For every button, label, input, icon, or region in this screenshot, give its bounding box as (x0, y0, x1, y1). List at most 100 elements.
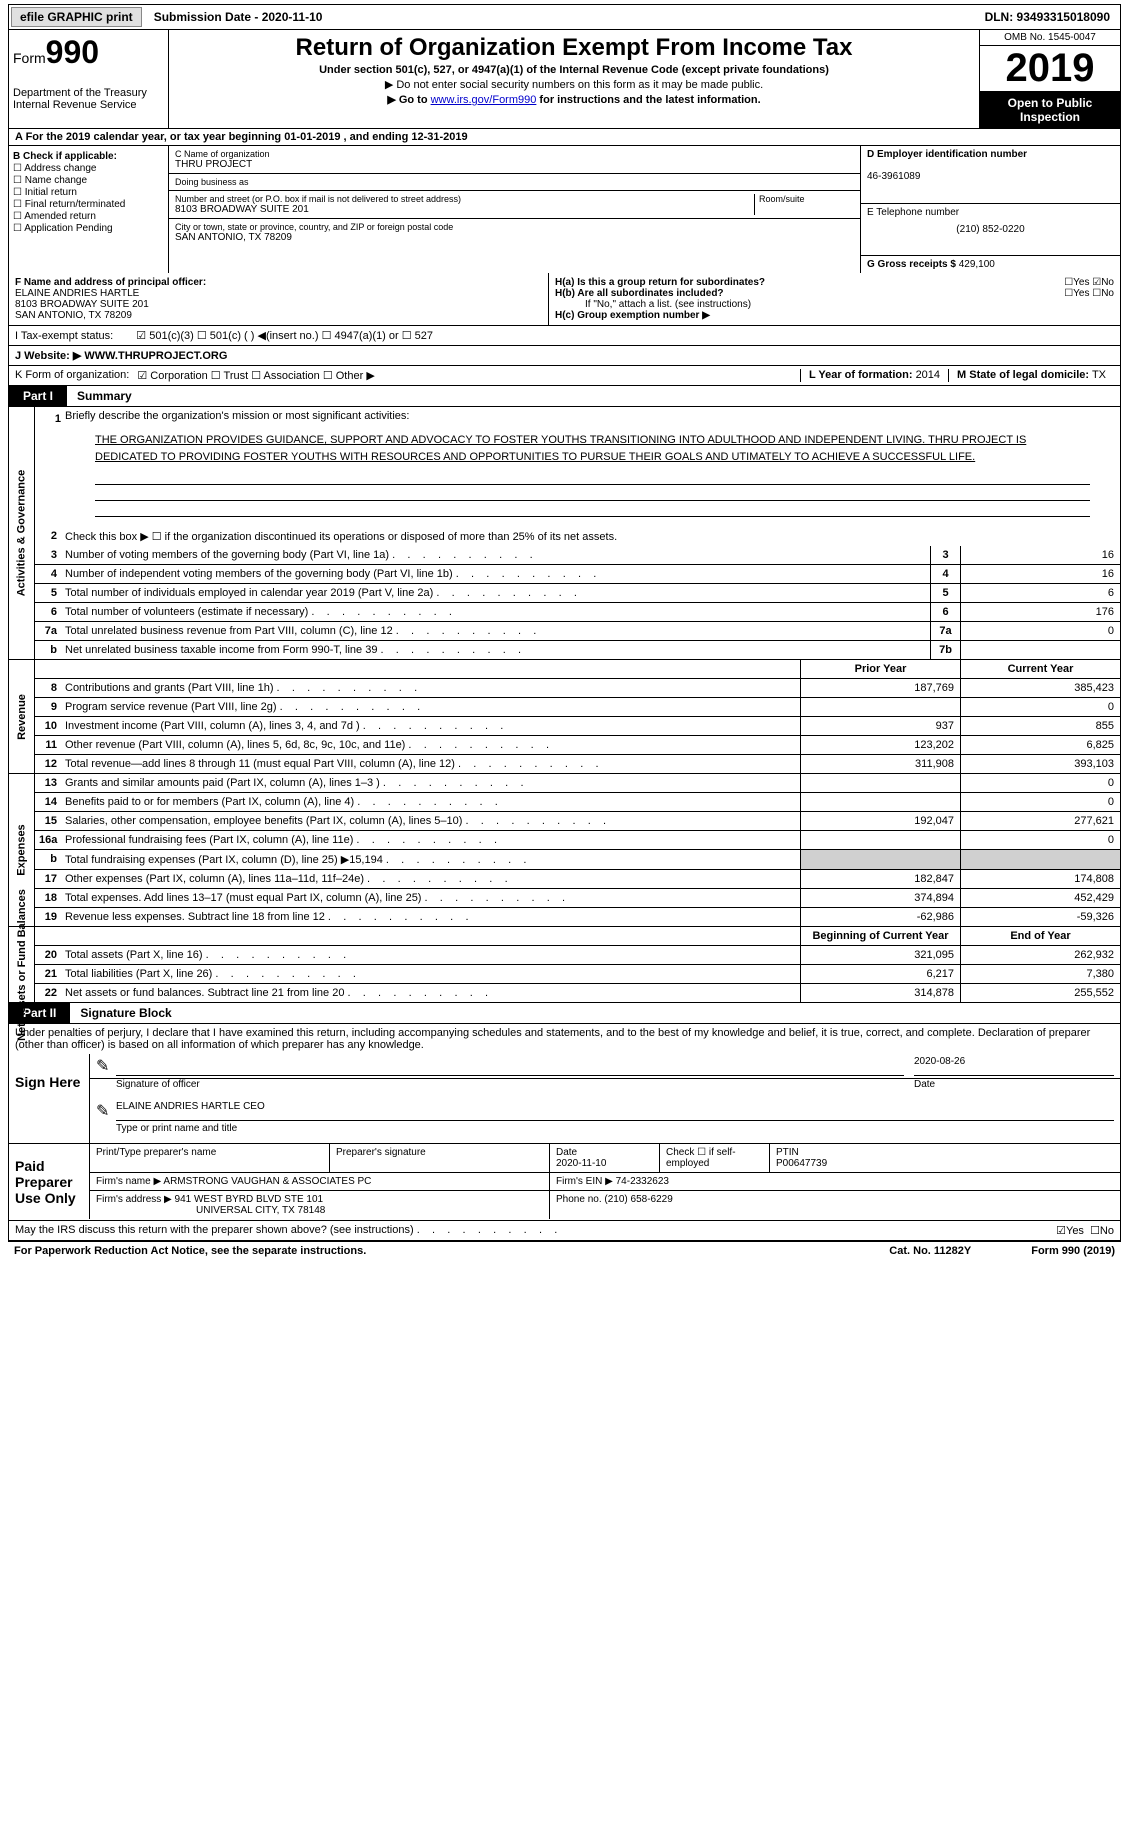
instr-1: ▶ Do not enter social security numbers o… (179, 78, 969, 91)
summary-line: 21Total liabilities (Part X, line 26)6,2… (35, 965, 1120, 984)
sig-date-label: Date (914, 1079, 1114, 1097)
prep-date: 2020-11-10 (556, 1158, 606, 1169)
line-a: A For the 2019 calendar year, or tax yea… (8, 129, 1121, 146)
irs-no: ☐No (1090, 1224, 1114, 1237)
preparer-name-label: Print/Type preparer's name (89, 1144, 329, 1173)
open-inspection: Open to Public Inspection (980, 92, 1120, 128)
prior-year-header: Prior Year (800, 660, 960, 678)
summary-line: 14Benefits paid to or for members (Part … (35, 793, 1120, 812)
ein-label: D Employer identification number (867, 149, 1027, 160)
sign-date: 2020-08-26 (914, 1056, 1114, 1076)
summary-line: 18Total expenses. Add lines 13–17 (must … (35, 889, 1120, 908)
main-title: Return of Organization Exempt From Incom… (179, 34, 969, 62)
summary-line: 9Program service revenue (Part VIII, lin… (35, 698, 1120, 717)
summary-line: bNet unrelated business taxable income f… (35, 641, 1120, 659)
tax-year: 2019 (980, 46, 1120, 92)
footer: For Paperwork Reduction Act Notice, see … (8, 1241, 1121, 1260)
form-org-opts: ☑ Corporation ☐ Trust ☐ Association ☐ Ot… (137, 369, 374, 382)
firm-address: 941 WEST BYRD BLVD STE 101 (175, 1194, 324, 1205)
form-id-box: Form990 Department of the Treasury Inter… (9, 30, 169, 128)
summary-line: 17Other expenses (Part IX, column (A), l… (35, 870, 1120, 889)
website-value: WWW.THRUPROJECT.ORG (84, 350, 227, 362)
ptin-value: P00647739 (776, 1158, 827, 1169)
sign-here-section: Sign Here ✎ 2020-08-26 Signature of offi… (8, 1054, 1121, 1144)
irs-yes: ☑Yes (1056, 1224, 1084, 1237)
name-title-label: Type or print name and title (116, 1123, 237, 1141)
officer-label: F Name and address of principal officer: (15, 277, 206, 288)
part-1-title: Summary (67, 386, 142, 406)
paid-preparer-section: Paid Preparer Use Only Print/Type prepar… (8, 1144, 1121, 1221)
form-header: Form990 Department of the Treasury Inter… (8, 30, 1121, 129)
section-b: B Check if applicable: ☐ Address change … (8, 146, 1121, 273)
firm-name: ARMSTRONG VAUGHAN & ASSOCIATES PC (163, 1176, 371, 1187)
summary-line: 7aTotal unrelated business revenue from … (35, 622, 1120, 641)
irs-link[interactable]: www.irs.gov/Form990 (431, 94, 537, 106)
org-name-label: C Name of organization (175, 149, 854, 159)
check-column-b: B Check if applicable: ☐ Address change … (9, 146, 169, 273)
city-value: SAN ANTONIO, TX 78209 (175, 232, 854, 243)
part-2-header: Part II Signature Block (8, 1003, 1121, 1024)
ein-value: 46-3961089 (867, 171, 920, 182)
ha-label: H(a) Is this a group return for subordin… (555, 277, 765, 288)
firm-ein: 74-2332623 (616, 1176, 669, 1187)
vtab-governance: Activities & Governance (9, 407, 35, 659)
irs-discuss-question: May the IRS discuss this return with the… (15, 1224, 414, 1237)
summary-line: 11Other revenue (Part VIII, column (A), … (35, 736, 1120, 755)
firm-phone: (210) 658-6229 (604, 1194, 672, 1205)
year-box: OMB No. 1545-0047 2019 Open to Public In… (980, 30, 1120, 128)
officer-name: ELAINE ANDRIES HARTLE (15, 288, 139, 299)
begin-year-header: Beginning of Current Year (800, 927, 960, 945)
mid-column: C Name of organization THRU PROJECT Doin… (169, 146, 860, 273)
title-box: Return of Organization Exempt From Incom… (169, 30, 980, 128)
instr-2: ▶ Go to www.irs.gov/Form990 for instruct… (179, 93, 969, 106)
city-label: City or town, state or province, country… (175, 222, 854, 232)
summary-line: 4Number of independent voting members of… (35, 565, 1120, 584)
summary-line: 19Revenue less expenses. Subtract line 1… (35, 908, 1120, 926)
cat-number: Cat. No. 11282Y (889, 1245, 971, 1257)
form-prefix: Form (13, 50, 46, 66)
paperwork-notice: For Paperwork Reduction Act Notice, see … (14, 1245, 366, 1257)
officer-addr1: 8103 BROADWAY SUITE 201 (15, 299, 149, 310)
part-2-title: Signature Block (70, 1003, 181, 1023)
address-value: 8103 BROADWAY SUITE 201 (175, 204, 754, 215)
tax-status-label: I Tax-exempt status: (15, 330, 113, 342)
phone-value: (210) 852-0220 (956, 224, 1024, 235)
efile-button[interactable]: efile GRAPHIC print (11, 7, 142, 27)
omb-number: OMB No. 1545-0047 (980, 30, 1120, 46)
sign-here-label: Sign Here (9, 1054, 89, 1143)
self-employed-check: Check ☐ if self-employed (659, 1144, 769, 1173)
current-year-header: Current Year (960, 660, 1120, 678)
summary-line: bTotal fundraising expenses (Part IX, co… (35, 850, 1120, 870)
hc-label: H(c) Group exemption number ▶ (555, 310, 710, 321)
perjury-text: Under penalties of perjury, I declare th… (8, 1024, 1121, 1054)
mission-text: THE ORGANIZATION PROVIDES GUIDANCE, SUPP… (95, 432, 1090, 465)
submission-date: Submission Date - 2020-11-10 (144, 8, 333, 26)
preparer-sig-label: Preparer's signature (329, 1144, 549, 1173)
summary-line: 12Total revenue—add lines 8 through 11 (… (35, 755, 1120, 773)
line-2: Check this box ▶ ☐ if the organization d… (61, 527, 1120, 546)
sig-officer-label: Signature of officer (116, 1079, 914, 1097)
hb-note: If "No," attach a list. (see instruction… (555, 299, 1114, 310)
right-column: D Employer identification number 46-3961… (860, 146, 1120, 273)
summary-line: 20Total assets (Part X, line 16)321,0952… (35, 946, 1120, 965)
vtab-balances: Net Assets or Fund Balances (9, 927, 35, 1002)
summary-line: 3Number of voting members of the governi… (35, 546, 1120, 565)
summary-line: 6Total number of volunteers (estimate if… (35, 603, 1120, 622)
firm-address-2: UNIVERSAL CITY, TX 78148 (196, 1205, 325, 1216)
phone-label: E Telephone number (867, 207, 959, 218)
vtab-revenue: Revenue (9, 660, 35, 773)
gross-label: G Gross receipts $ (867, 259, 956, 270)
pen-icon: ✎ (96, 1056, 116, 1076)
dln: DLN: 93493315018090 (975, 8, 1120, 26)
website-label: J Website: ▶ (15, 350, 81, 362)
org-name: THRU PROJECT (175, 159, 854, 170)
hb-label: H(b) Are all subordinates included? (555, 288, 724, 299)
section-f: F Name and address of principal officer:… (8, 273, 1121, 326)
paid-preparer-label: Paid Preparer Use Only (9, 1144, 89, 1220)
form-org-label: K Form of organization: (15, 369, 129, 382)
gross-value: 429,100 (959, 259, 995, 270)
summary-line: 8Contributions and grants (Part VIII, li… (35, 679, 1120, 698)
part-1-tab: Part I (9, 386, 67, 406)
officer-print-name: ELAINE ANDRIES HARTLE CEO (116, 1101, 1114, 1121)
subtitle: Under section 501(c), 527, or 4947(a)(1)… (179, 64, 969, 76)
